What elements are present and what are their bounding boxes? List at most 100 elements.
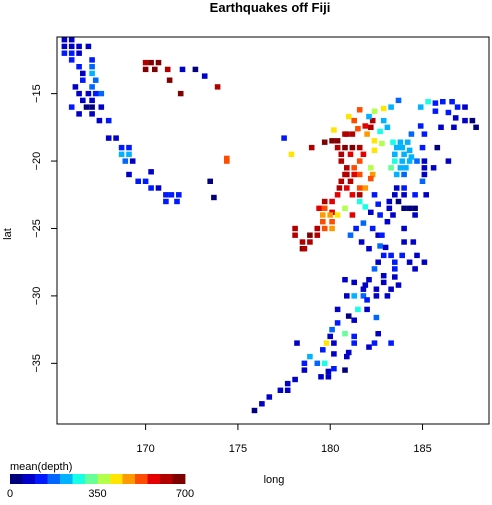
heatmap-cell [98,90,105,97]
colorbar-swatch [85,474,98,484]
heatmap-cell [410,239,417,245]
heatmap-cell [314,232,321,238]
heatmap-cell [307,232,313,238]
heatmap-cell [76,50,82,56]
heatmap-cell [152,66,158,73]
heatmap-cell [364,131,370,137]
heatmap-cell [351,165,357,171]
heatmap-cell [174,198,180,205]
colorbar-swatch [135,474,148,484]
heatmap-cell [321,198,328,205]
heatmap-cell [214,84,221,90]
heatmap-cell [366,277,372,283]
heatmap-cell [211,194,217,201]
heatmap-cell [166,77,173,83]
heatmap-cell [366,344,372,350]
heatmap-cell [473,124,479,130]
heatmap-cell [351,279,357,286]
heatmap-cell [329,225,335,232]
heatmap-cell [368,175,374,182]
heatmap-cell [388,104,394,110]
colorbar-ticks: 0 350 700 [7,488,194,500]
heatmap-cell [168,192,175,198]
colorbar-tick-label: 0 [7,488,13,500]
heatmap-cell [412,266,418,272]
heatmap-cell [325,368,332,375]
heatmap-cell [344,131,350,137]
heatmap-cell [384,124,391,130]
heatmap-cell [369,171,376,178]
heatmap-cell [356,144,363,151]
heatmap-cell [388,340,394,346]
heatmap-cell [356,185,363,191]
heatmap-cell [380,117,387,124]
heatmap-cell [96,117,103,124]
heatmap-cell [375,331,381,337]
colorbar-swatch [122,474,136,484]
heatmap-cell [380,273,387,279]
heatmap-cell [355,126,361,132]
heatmap-cell [371,108,378,114]
heatmap-cell [80,97,86,104]
heatmap-cell [83,104,90,110]
heatmap-cell [80,70,86,77]
heatmap-cell [284,380,291,387]
heatmap-cell [449,99,455,105]
heatmap-cell [373,293,380,299]
heatmap-cell [375,201,381,207]
heatmap-cell [349,131,356,137]
heatmap-cell [425,99,431,105]
heatmap-cell [176,192,182,198]
heatmap-cell [76,64,82,70]
y-axis: −15 −20 −25 −30 −35 [31,84,57,373]
heatmap-cell [307,239,313,245]
heatmap-cell [72,84,79,90]
heatmap-cell [417,123,424,129]
heatmap-cell [349,144,356,151]
heatmap-cell [379,140,385,147]
heatmap-cell [342,205,348,211]
heatmap-cell [92,90,99,97]
heatmap-cell [105,135,112,141]
heatmap-cell [414,252,420,259]
heatmap-cell [344,185,350,191]
heatmap-cell [308,144,315,151]
heatmap-cell [351,171,357,178]
heatmap-cell [371,147,378,153]
heatmap-cell [393,185,400,191]
heatmap-cell [349,212,356,218]
heatmap-cell [89,104,95,110]
heatmap-cell [393,171,400,178]
heatmap-cell [380,279,387,286]
heatmap-cell [345,313,352,319]
heatmap-cell [327,333,333,340]
heatmap-cell [454,104,461,110]
heatmap-cell [369,225,376,232]
heatmap-cell [395,282,402,288]
heatmap-cell [301,360,308,366]
x-tick-label: 180 [321,443,339,455]
heatmap-cell [68,43,75,50]
heatmap-cell [89,97,95,104]
heatmap-cell [392,151,398,157]
heatmap-cell [421,131,428,137]
heatmap-cell [347,178,354,184]
colorbar-legend: mean(depth) 0 350 700 [7,461,194,500]
heatmap-cell [438,124,444,130]
heatmap-cell [392,158,398,164]
heatmap-cell [351,117,357,124]
heatmap-cell [406,158,413,164]
heatmap-cell [126,171,132,178]
heatmap-cell [408,154,415,160]
heatmap-cell [417,104,424,110]
heatmap-cell [347,151,354,157]
heatmap-cell [344,165,350,171]
heatmap-cell [419,144,426,151]
heatmap-cell [355,306,361,313]
heatmap-cell [362,123,369,129]
heatmap-cell [329,198,335,205]
heatmap-cell [344,293,350,299]
heatmap-cell [321,360,328,366]
heatmap-cell [314,360,321,366]
